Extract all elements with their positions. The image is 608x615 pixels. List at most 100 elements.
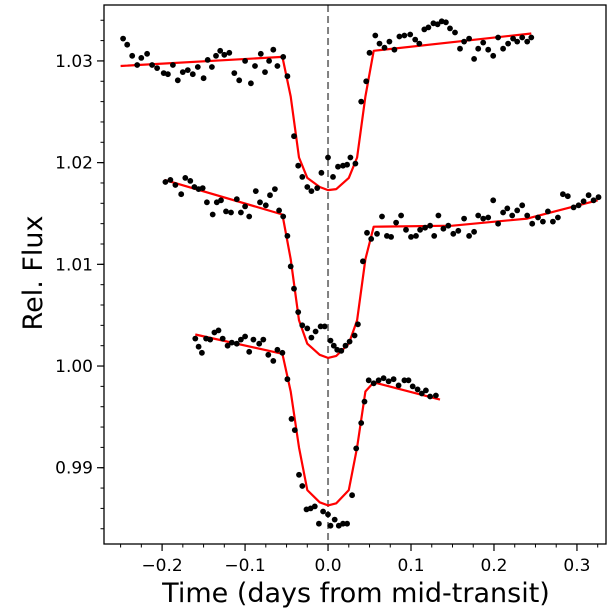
data-point-1 bbox=[347, 154, 354, 161]
data-point-2 bbox=[509, 212, 516, 219]
data-point-2 bbox=[330, 342, 337, 349]
data-point-2 bbox=[590, 197, 597, 204]
data-point-2 bbox=[338, 347, 345, 354]
data-point-3 bbox=[331, 516, 338, 523]
data-point-3 bbox=[299, 483, 306, 489]
data-point-1 bbox=[480, 39, 487, 46]
data-point-2 bbox=[284, 233, 291, 239]
data-point-1 bbox=[226, 49, 233, 56]
data-point-3 bbox=[375, 377, 382, 384]
data-point-3 bbox=[395, 382, 402, 389]
data-point-3 bbox=[423, 387, 429, 394]
data-point-1 bbox=[266, 58, 272, 64]
data-point-2 bbox=[233, 196, 240, 203]
data-point-2 bbox=[440, 225, 447, 232]
data-point-3 bbox=[320, 508, 326, 515]
data-point-1 bbox=[209, 64, 215, 70]
data-point-3 bbox=[233, 340, 240, 347]
data-point-3 bbox=[195, 343, 202, 350]
data-point-3 bbox=[325, 511, 331, 518]
data-point-1 bbox=[184, 67, 191, 73]
data-point-2 bbox=[368, 236, 375, 242]
data-point-3 bbox=[370, 380, 377, 387]
data-point-1 bbox=[335, 163, 341, 170]
data-point-1 bbox=[314, 185, 321, 192]
data-point-2 bbox=[374, 230, 380, 237]
data-point-1 bbox=[358, 98, 365, 105]
data-point-2 bbox=[228, 209, 234, 216]
y-tick-label: 1.03 bbox=[55, 52, 93, 72]
data-point-1 bbox=[344, 161, 350, 168]
data-point-2 bbox=[280, 213, 287, 220]
data-point-2 bbox=[485, 214, 492, 221]
data-point-1 bbox=[154, 65, 161, 71]
data-point-3 bbox=[246, 348, 253, 355]
data-point-2 bbox=[408, 234, 414, 240]
data-point-2 bbox=[550, 218, 556, 225]
data-point-2 bbox=[355, 321, 361, 328]
data-point-1 bbox=[308, 188, 315, 195]
data-point-3 bbox=[199, 349, 205, 356]
data-point-2 bbox=[540, 218, 546, 225]
data-point-1 bbox=[386, 38, 393, 45]
data-point-3 bbox=[340, 520, 346, 527]
data-point-1 bbox=[242, 58, 249, 64]
data-point-2 bbox=[267, 192, 273, 199]
data-point-1 bbox=[194, 64, 201, 70]
x-tick-label: −0.1 bbox=[224, 556, 265, 576]
data-point-3 bbox=[288, 416, 295, 422]
data-point-3 bbox=[219, 335, 226, 342]
data-point-2 bbox=[304, 325, 311, 332]
x-tick-label: 0.0 bbox=[315, 556, 342, 576]
data-point-3 bbox=[414, 386, 421, 393]
data-point-3 bbox=[242, 333, 249, 340]
data-point-1 bbox=[284, 73, 291, 80]
data-point-3 bbox=[192, 335, 199, 342]
data-point-1 bbox=[138, 55, 145, 61]
data-point-3 bbox=[228, 339, 235, 346]
data-point-1 bbox=[124, 41, 131, 48]
data-point-2 bbox=[308, 334, 315, 341]
data-point-1 bbox=[461, 38, 467, 45]
data-point-1 bbox=[257, 50, 264, 57]
data-point-1 bbox=[443, 19, 449, 26]
data-point-2 bbox=[204, 199, 210, 206]
data-point-1 bbox=[252, 63, 258, 69]
data-point-1 bbox=[149, 62, 156, 68]
data-point-2 bbox=[570, 204, 577, 211]
data-point-1 bbox=[189, 71, 196, 78]
data-point-2 bbox=[585, 192, 592, 199]
data-point-2 bbox=[535, 214, 541, 221]
data-point-2 bbox=[545, 208, 551, 215]
data-point-3 bbox=[401, 377, 408, 384]
data-point-2 bbox=[461, 215, 467, 222]
data-point-1 bbox=[457, 45, 463, 52]
data-point-3 bbox=[291, 427, 298, 433]
data-point-2 bbox=[272, 186, 278, 193]
data-point-2 bbox=[295, 309, 302, 315]
y-tick-label: 1.00 bbox=[55, 357, 93, 377]
data-point-2 bbox=[435, 212, 442, 219]
data-point-2 bbox=[218, 197, 224, 204]
data-point-2 bbox=[321, 323, 328, 330]
data-point-1 bbox=[291, 133, 297, 140]
data-point-2 bbox=[504, 205, 511, 212]
data-point-1 bbox=[274, 63, 281, 69]
data-point-1 bbox=[407, 31, 414, 38]
data-point-2 bbox=[427, 222, 433, 229]
data-point-2 bbox=[209, 211, 216, 218]
data-point-1 bbox=[401, 32, 408, 39]
data-point-2 bbox=[398, 212, 404, 219]
data-point-1 bbox=[495, 34, 501, 41]
data-point-1 bbox=[471, 56, 477, 62]
data-point-1 bbox=[524, 38, 531, 45]
data-point-1 bbox=[505, 40, 511, 47]
data-point-1 bbox=[363, 78, 370, 85]
y-tick-label: 0.99 bbox=[55, 459, 93, 479]
data-point-1 bbox=[280, 54, 287, 60]
data-point-1 bbox=[304, 184, 311, 190]
data-point-1 bbox=[120, 35, 126, 42]
data-point-3 bbox=[361, 398, 368, 405]
data-point-3 bbox=[344, 520, 350, 527]
data-point-2 bbox=[564, 193, 571, 200]
